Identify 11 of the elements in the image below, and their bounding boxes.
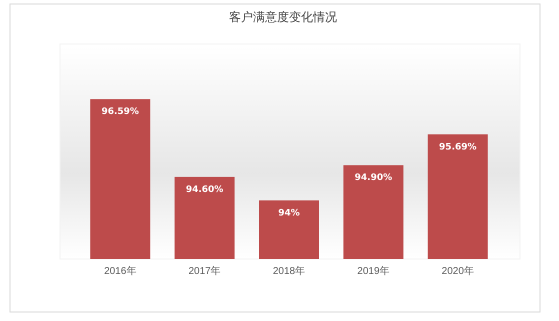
- x-tick-label: 2016年: [104, 265, 136, 277]
- data-label: 96.59%: [101, 107, 139, 118]
- x-tick-label: 2018年: [272, 265, 306, 277]
- chart-title: 客户满意度变化情况: [229, 10, 337, 24]
- x-tick-label: 2017年: [188, 265, 221, 277]
- x-tick-label: 2019年: [357, 265, 390, 277]
- data-label: 94.60%: [186, 184, 224, 195]
- data-label: 94.90%: [354, 173, 392, 184]
- data-label: 95.69%: [439, 142, 477, 152]
- data-label: 94%: [278, 208, 300, 218]
- x-tick-label: 2020年: [442, 265, 474, 277]
